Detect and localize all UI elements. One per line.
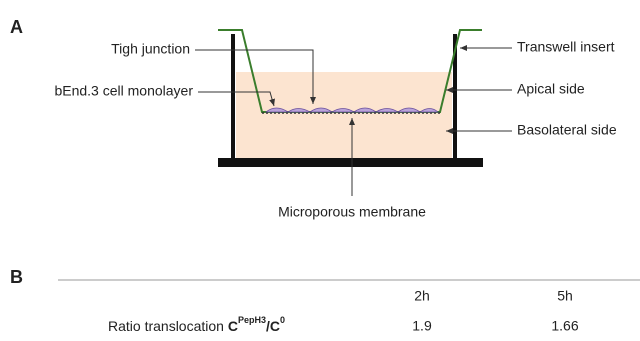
column-header: 5h [557,288,573,304]
label: Tigh junction [111,41,190,57]
label: Transwell insert [517,39,615,55]
superscript: PepH3 [238,315,266,325]
column-header: 2h [414,288,430,304]
row-label-text: Ratio translocation [108,318,228,334]
cell-value: 1.9 [412,318,432,334]
symbol: C [228,318,238,334]
medium [236,72,452,158]
panel-label: A [10,17,23,37]
well-bottom [218,158,483,167]
figure: A Tigh junction bEnd.3 cell monolayer Tr… [0,0,640,341]
label: bEnd.3 cell monolayer [54,83,193,99]
label: Microporous membrane [278,204,426,220]
cell-value: 1.66 [551,318,578,334]
superscript: 0 [280,315,285,325]
label: Basolateral side [517,122,617,138]
row-label: Ratio translocation CPepH3/C0 [108,315,285,333]
symbol: /C [266,318,280,334]
panel-label: B [10,267,23,287]
label: Apical side [517,81,585,97]
